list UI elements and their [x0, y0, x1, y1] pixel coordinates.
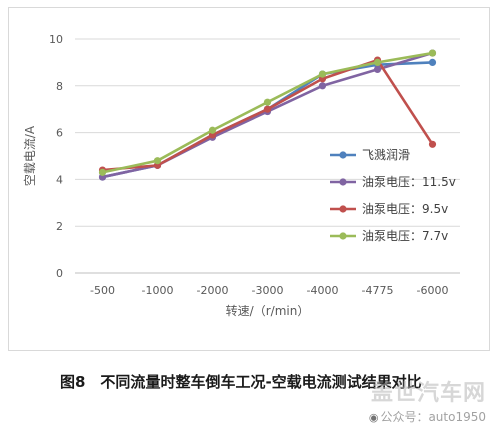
y-tick-label: 2 — [56, 220, 63, 233]
data-point — [153, 157, 162, 165]
x-tick-label: -3000 — [252, 284, 284, 297]
x-tick-label: -4000 — [307, 284, 339, 297]
y-tick-label: 6 — [56, 127, 63, 140]
data-point — [428, 58, 437, 66]
x-tick-label: -1000 — [142, 284, 174, 297]
legend-swatch-marker — [339, 232, 347, 240]
y-tick-label: 8 — [56, 80, 63, 93]
watermark-account: 公众号：auto1950 — [380, 410, 486, 424]
figure-caption: 图8 不同流量时整车倒车工况-空载电流测试结果对比 — [60, 373, 422, 391]
x-tick-label: -500 — [90, 284, 115, 297]
x-tick-label: -2000 — [197, 284, 229, 297]
x-tick-label: -6000 — [417, 284, 449, 297]
legend-label: 油泵电压：11.5v — [362, 175, 456, 189]
legend-label: 飞溅润滑 — [362, 147, 410, 162]
data-point — [263, 98, 272, 106]
data-point — [373, 58, 382, 66]
legend-swatch-marker — [339, 151, 347, 159]
data-point — [98, 168, 107, 176]
x-tick-label: -4775 — [362, 284, 394, 297]
wechat-icon: ◉ — [368, 411, 379, 424]
y-tick-label: 0 — [56, 267, 63, 280]
data-point — [373, 65, 382, 74]
y-axis-title: 空载电流/A — [23, 125, 37, 186]
y-tick-label: 4 — [56, 173, 63, 186]
x-axis-title: 转速/（r/min） — [226, 303, 310, 318]
data-point — [428, 140, 437, 148]
legend-label: 油泵电压：9.5v — [362, 202, 448, 216]
watermark-account-row: ◉ 公众号：auto1950 — [369, 406, 486, 425]
line-chart: 0 2 4 6 8 10 -500 -1000 -2000 -3000 -4000 -4775 -600… — [23, 33, 460, 318]
legend-label: 油泵电压：7.7v — [362, 229, 448, 243]
data-point — [318, 70, 327, 78]
data-point — [318, 82, 327, 90]
data-point — [263, 105, 272, 113]
legend-swatch-marker — [339, 205, 347, 213]
legend-swatch-marker — [339, 178, 347, 186]
y-tick-label: 10 — [49, 33, 63, 46]
data-point — [428, 49, 437, 57]
data-point — [208, 126, 217, 134]
